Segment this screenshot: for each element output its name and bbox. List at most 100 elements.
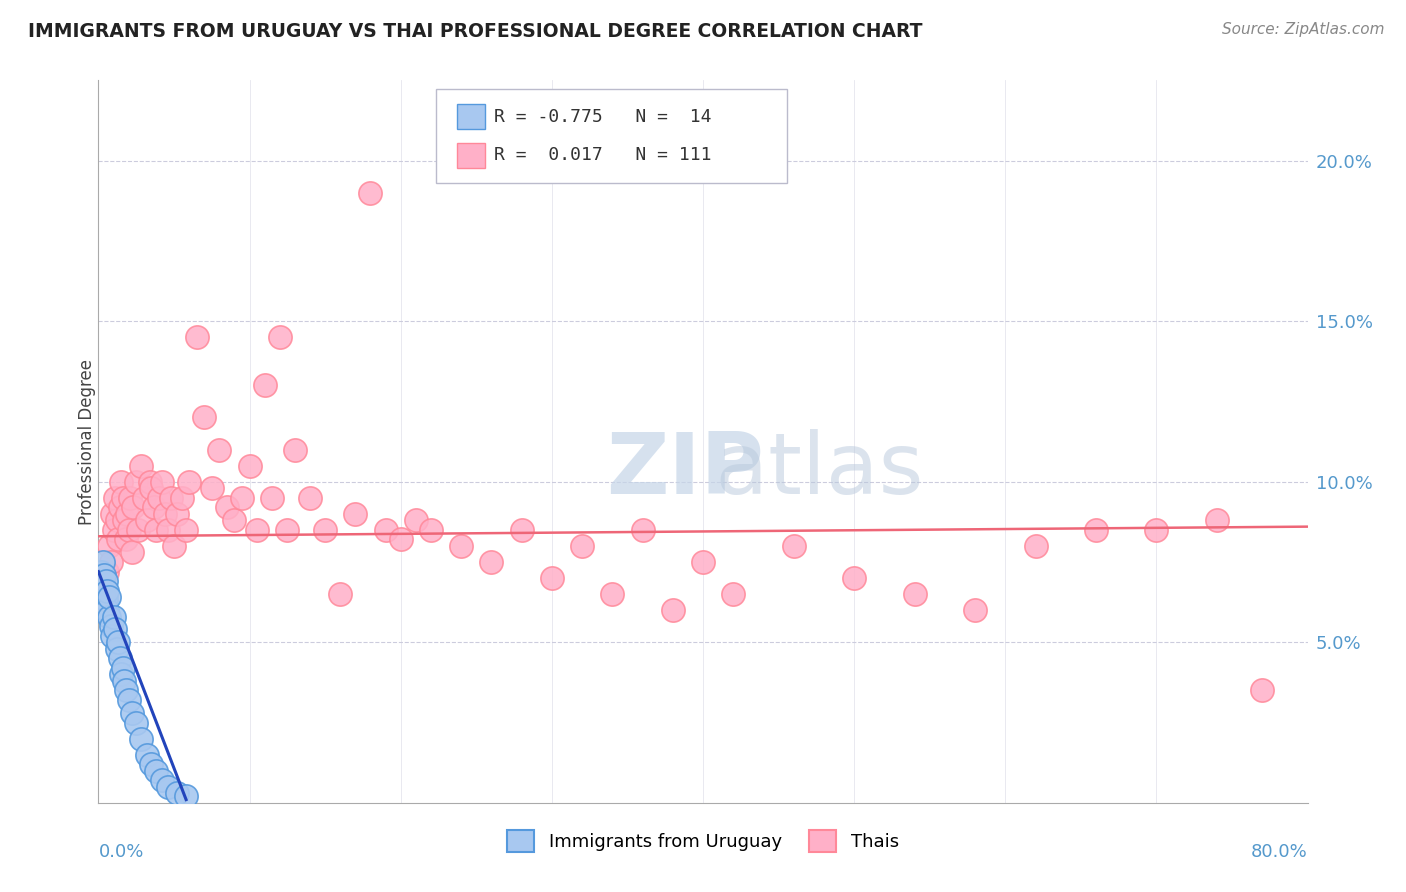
Y-axis label: Professional Degree: Professional Degree [79,359,96,524]
Point [114,533,136,547]
Text: R = -0.775   N =  14: R = -0.775 N = 14 [494,108,711,126]
Point [193,410,215,425]
Point [98,591,121,605]
Point [186,330,208,344]
Point [96,565,118,579]
Point [143,500,166,515]
Point [360,186,382,200]
Point [148,491,170,505]
Point [231,491,253,505]
Point [107,533,129,547]
Point [145,764,167,778]
Point [90,565,112,579]
Text: IMMIGRANTS FROM URUGUAY VS THAI PROFESSIONAL DEGREE CORRELATION CHART: IMMIGRANTS FROM URUGUAY VS THAI PROFESSI… [28,22,922,41]
Point [91,571,114,585]
Point [329,587,352,601]
Text: 0.0%: 0.0% [98,843,143,861]
Point [118,523,141,537]
Point [94,574,117,589]
Point [631,523,654,537]
Point [510,523,533,537]
Point [602,587,624,601]
Point [89,571,111,585]
Point [405,513,427,527]
Point [1024,539,1046,553]
Point [269,330,291,344]
Point [160,491,183,505]
Point [150,773,173,788]
Point [150,475,173,489]
Text: Source: ZipAtlas.com: Source: ZipAtlas.com [1222,22,1385,37]
Point [1206,513,1229,527]
Point [253,378,276,392]
Point [163,539,186,553]
Point [96,583,118,598]
Point [100,619,122,633]
Point [112,513,135,527]
Point [111,491,134,505]
Legend: Immigrants from Uruguay, Thais: Immigrants from Uruguay, Thais [501,822,905,859]
Point [118,693,141,707]
Point [166,507,188,521]
Point [239,458,262,473]
Point [111,661,134,675]
Point [374,523,396,537]
Point [105,641,128,656]
Point [139,475,162,489]
Point [156,780,179,794]
Point [141,757,163,772]
Point [201,481,224,495]
Point [299,491,322,505]
Point [904,587,927,601]
Point [103,609,125,624]
Text: R =  0.017   N = 111: R = 0.017 N = 111 [494,146,711,164]
Point [481,555,503,569]
Point [127,523,149,537]
Point [692,555,714,569]
Point [170,491,193,505]
Point [129,458,152,473]
Point [105,513,128,527]
Point [98,539,121,553]
Point [107,635,129,649]
Point [121,545,143,559]
Point [420,523,443,537]
Point [262,491,284,505]
Point [215,500,238,515]
Point [276,523,298,537]
Point [145,523,167,537]
Point [1144,523,1167,537]
Point [125,715,148,730]
Point [96,603,118,617]
Point [104,491,127,505]
Point [101,507,124,521]
Point [156,523,179,537]
Point [121,706,143,720]
Text: ZIP: ZIP [606,429,763,512]
Point [100,555,122,569]
Point [540,571,562,585]
Point [108,500,131,515]
Text: atlas: atlas [606,429,924,512]
Point [571,539,593,553]
Point [98,609,121,624]
Point [125,475,148,489]
Point [1251,683,1274,698]
Point [166,786,188,800]
Point [153,507,176,521]
Point [91,555,114,569]
Point [104,623,127,637]
Point [103,523,125,537]
Point [93,587,115,601]
Point [389,533,412,547]
Point [661,603,683,617]
Point [110,475,132,489]
Point [224,513,246,527]
Text: 80.0%: 80.0% [1251,843,1308,861]
Point [174,523,197,537]
Point [135,513,157,527]
Point [141,481,163,495]
Point [450,539,472,553]
Point [93,567,115,582]
Point [174,789,197,804]
